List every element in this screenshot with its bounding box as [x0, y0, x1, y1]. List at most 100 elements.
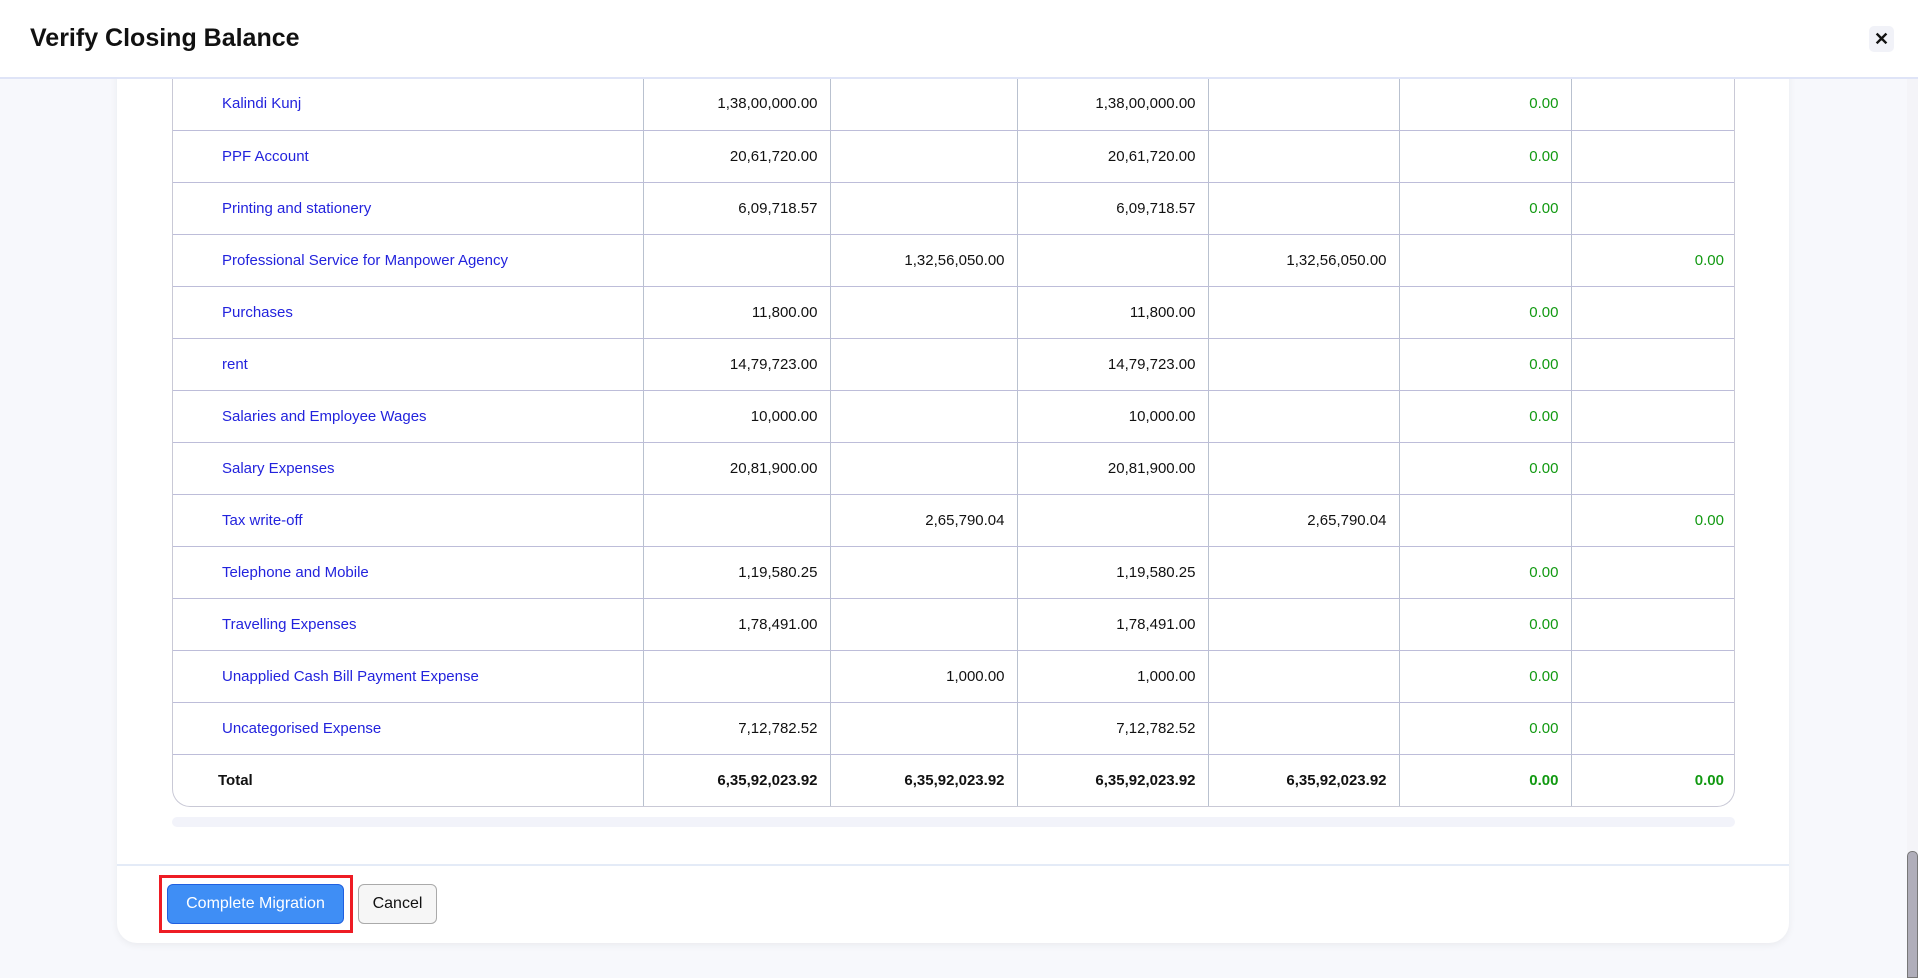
amount-cell — [1570, 286, 1734, 339]
amount-cell — [1570, 390, 1734, 443]
amount-cell: 1,000.00 — [1016, 650, 1208, 703]
table-row: Salaries and Employee Wages 10,000.00 10,0… — [173, 390, 1734, 443]
account-link[interactable]: Professional Service for Manpower Agency — [173, 234, 643, 287]
amount-cell: 0.00 — [1398, 130, 1571, 183]
footer-divider — [117, 864, 1789, 866]
close-button[interactable]: ✕ — [1869, 26, 1894, 52]
balance-table-wrapper: Kalindi Kunj 1,38,00,000.00 1,38,00,000.00… — [172, 78, 1735, 807]
total-row: Total 6,35,92,023.92 6,35,92,023.92 6,35,92… — [173, 754, 1734, 806]
amount-cell: 14,79,723.00 — [1016, 338, 1208, 391]
amount-cell: 1,32,56,050.00 — [829, 234, 1017, 287]
account-link[interactable]: Printing and stationery — [173, 182, 643, 235]
amount-cell: 0.00 — [1398, 650, 1571, 703]
amount-cell: 1,78,491.00 — [642, 598, 830, 651]
amount-cell: 0.00 — [1570, 234, 1734, 287]
amount-cell — [1207, 338, 1399, 391]
scrollbar-thumb[interactable] — [1907, 851, 1918, 978]
amount-cell — [1207, 598, 1399, 651]
amount-cell: 1,000.00 — [829, 650, 1017, 703]
table-row: Kalindi Kunj 1,38,00,000.00 1,38,00,000.00… — [173, 78, 1734, 131]
amount-cell: 6,35,92,023.92 — [829, 754, 1017, 806]
table-row: Salary Expenses 20,81,900.00 20,81,900.00 0… — [173, 442, 1734, 495]
amount-cell — [642, 494, 830, 547]
amount-cell — [829, 182, 1017, 235]
amount-cell — [1570, 650, 1734, 703]
table-row: Uncategorised Expense 7,12,782.52 7,12,782… — [173, 702, 1734, 755]
amount-cell: 11,800.00 — [642, 286, 830, 339]
amount-cell: 11,800.00 — [1016, 286, 1208, 339]
amount-cell: 20,81,900.00 — [1016, 442, 1208, 495]
account-link[interactable]: Telephone and Mobile — [173, 546, 643, 599]
amount-cell — [1570, 598, 1734, 651]
amount-cell: 1,19,580.25 — [642, 546, 830, 599]
account-link[interactable]: Uncategorised Expense — [173, 702, 643, 755]
amount-cell — [1016, 494, 1208, 547]
amount-cell — [1207, 442, 1399, 495]
amount-cell: 20,81,900.00 — [642, 442, 830, 495]
amount-cell — [829, 442, 1017, 495]
complete-migration-button[interactable]: Complete Migration — [167, 884, 344, 924]
amount-cell: 10,000.00 — [1016, 390, 1208, 443]
account-link[interactable]: Tax write-off — [173, 494, 643, 547]
amount-cell: 0.00 — [1398, 286, 1571, 339]
amount-cell: 2,65,790.04 — [1207, 494, 1399, 547]
cancel-button[interactable]: Cancel — [358, 884, 437, 924]
highlight-box — [159, 875, 353, 933]
balance-table: Kalindi Kunj 1,38,00,000.00 1,38,00,000.00… — [173, 78, 1734, 806]
amount-cell: 6,09,718.57 — [642, 182, 830, 235]
table-row: PPF Account 20,61,720.00 20,61,720.00 0.00 — [173, 130, 1734, 183]
amount-cell — [1016, 234, 1208, 287]
amount-cell — [1570, 182, 1734, 235]
dialog-header: Verify Closing Balance ✕ — [0, 0, 1918, 79]
amount-cell — [1570, 702, 1734, 755]
amount-cell: 14,79,723.00 — [642, 338, 830, 391]
amount-cell: 0.00 — [1570, 754, 1734, 806]
dialog-title: Verify Closing Balance — [30, 24, 300, 52]
amount-cell: 7,12,782.52 — [642, 702, 830, 755]
amount-cell — [1207, 130, 1399, 183]
amount-cell: 1,78,491.00 — [1016, 598, 1208, 651]
amount-cell: 10,000.00 — [642, 390, 830, 443]
amount-cell — [642, 234, 830, 287]
table-row: Professional Service for Manpower Agency… — [173, 234, 1734, 287]
amount-cell — [1207, 702, 1399, 755]
account-link[interactable]: rent — [173, 338, 643, 391]
horizontal-scrollbar[interactable] — [172, 817, 1735, 827]
amount-cell: 6,35,92,023.92 — [1016, 754, 1208, 806]
page-scrollbar[interactable] — [1907, 79, 1918, 978]
amount-cell: 0.00 — [1398, 754, 1571, 806]
account-link[interactable]: Purchases — [173, 286, 643, 339]
table-row: Telephone and Mobile 1,19,580.25 1,19,580.… — [173, 546, 1734, 599]
account-link[interactable]: Salary Expenses — [173, 442, 643, 495]
amount-cell — [1570, 130, 1734, 183]
table-row: Tax write-off 2,65,790.04 2,65,790.04 0.00 — [173, 494, 1734, 547]
account-link[interactable]: PPF Account — [173, 130, 643, 183]
amount-cell: 6,35,92,023.92 — [1207, 754, 1399, 806]
amount-cell — [829, 286, 1017, 339]
amount-cell — [829, 390, 1017, 443]
amount-cell — [829, 546, 1017, 599]
amount-cell: 6,09,718.57 — [1016, 182, 1208, 235]
amount-cell: 6,35,92,023.92 — [642, 754, 830, 806]
amount-cell: 20,61,720.00 — [642, 130, 830, 183]
close-icon: ✕ — [1873, 28, 1890, 49]
amount-cell — [829, 598, 1017, 651]
amount-cell — [1570, 442, 1734, 495]
table-row: Purchases 11,800.00 11,800.00 0.00 — [173, 286, 1734, 339]
account-link[interactable]: Kalindi Kunj — [173, 78, 643, 131]
amount-cell — [1207, 650, 1399, 703]
amount-cell — [829, 702, 1017, 755]
account-link[interactable]: Salaries and Employee Wages — [173, 390, 643, 443]
total-label: Total — [218, 771, 253, 789]
amount-cell — [1207, 546, 1399, 599]
table-row: rent 14,79,723.00 14,79,723.00 0.00 — [173, 338, 1734, 391]
dialog-body: Kalindi Kunj 1,38,00,000.00 1,38,00,000.00… — [117, 40, 1789, 943]
account-link[interactable]: Travelling Expenses — [173, 598, 643, 651]
amount-cell: 0.00 — [1398, 338, 1571, 391]
amount-cell — [829, 130, 1017, 183]
amount-cell — [1207, 286, 1399, 339]
amount-cell — [1207, 78, 1399, 131]
amount-cell — [1570, 338, 1734, 391]
account-link[interactable]: Unapplied Cash Bill Payment Expense — [173, 650, 643, 703]
amount-cell: 0.00 — [1398, 390, 1571, 443]
